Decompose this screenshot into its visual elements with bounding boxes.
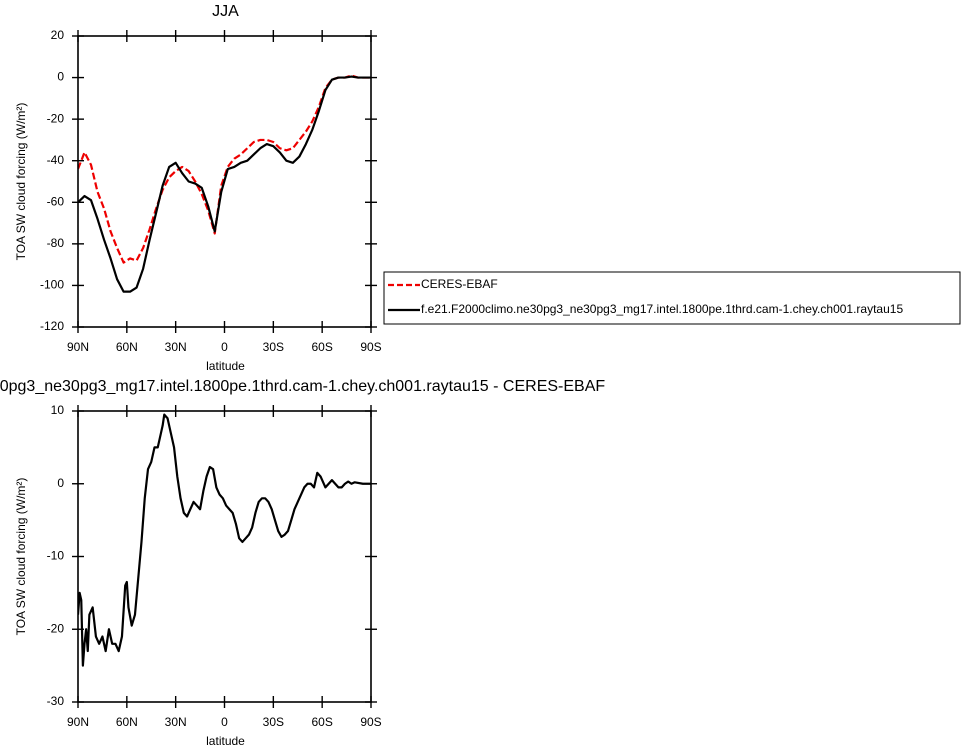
plot-frame bbox=[77, 410, 372, 703]
x-tick-label: 30S bbox=[263, 340, 284, 354]
chart-title: f.e21.F2000climo.ne30pg3_ne30pg3_mg17.in… bbox=[0, 378, 605, 395]
x-tick-label: 0 bbox=[221, 715, 228, 729]
x-tick-label: 60N bbox=[116, 340, 138, 354]
y-tick-label: 0 bbox=[57, 476, 64, 490]
y-tick-label: -80 bbox=[47, 236, 65, 250]
y-tick-label: -20 bbox=[47, 621, 65, 635]
plot-area bbox=[78, 74, 371, 293]
y-tick-label: -10 bbox=[47, 549, 65, 563]
y-tick-label: 10 bbox=[51, 403, 65, 417]
y-tick-label: -40 bbox=[47, 153, 65, 167]
x-tick-label: 60N bbox=[116, 715, 138, 729]
chart-title: JJA bbox=[212, 3, 239, 20]
legend-label: f.e21.F2000climo.ne30pg3_ne30pg3_mg17.in… bbox=[421, 302, 903, 316]
x-axis-title: latitude bbox=[206, 359, 245, 373]
x-tick-label: 60S bbox=[311, 715, 332, 729]
y-axis-title: TOA SW cloud forcing (W/m²) bbox=[14, 478, 28, 636]
legend: CERES-EBAF f.e21.F2000climo.ne30pg3_ne30p… bbox=[383, 271, 961, 325]
plot-area bbox=[78, 413, 371, 667]
x-axis-title: latitude bbox=[206, 734, 245, 748]
y-tick-label: -20 bbox=[47, 111, 65, 125]
y-tick-label: -120 bbox=[40, 319, 64, 333]
x-tick-label: 30S bbox=[263, 715, 284, 729]
x-tick-label: 30N bbox=[165, 715, 187, 729]
x-tick-label: 90S bbox=[360, 715, 381, 729]
x-tick-label: 90N bbox=[67, 715, 89, 729]
y-axis-title: TOA SW cloud forcing (W/m²) bbox=[14, 103, 28, 261]
data-line bbox=[78, 74, 371, 264]
y-tick-label: 0 bbox=[57, 70, 64, 84]
x-tick-label: 30N bbox=[165, 340, 187, 354]
data-line bbox=[78, 75, 371, 293]
y-tick-label: 20 bbox=[51, 28, 65, 42]
chart-panel: JJA latitude TOA SW cloud forcing (W/m²) -1… bbox=[14, 3, 961, 373]
x-tick-label: 0 bbox=[221, 340, 228, 354]
chart-panel: f.e21.F2000climo.ne30pg3_ne30pg3_mg17.in… bbox=[0, 378, 605, 748]
y-tick-label: -60 bbox=[47, 194, 65, 208]
data-line bbox=[78, 413, 371, 667]
x-tick-label: 90N bbox=[67, 340, 89, 354]
y-tick-label: -30 bbox=[47, 694, 65, 708]
legend-box bbox=[383, 271, 961, 325]
x-tick-label: 90S bbox=[360, 340, 381, 354]
y-tick-label: -100 bbox=[40, 278, 64, 292]
x-tick-label: 60S bbox=[311, 340, 332, 354]
legend-label: CERES-EBAF bbox=[421, 277, 498, 291]
